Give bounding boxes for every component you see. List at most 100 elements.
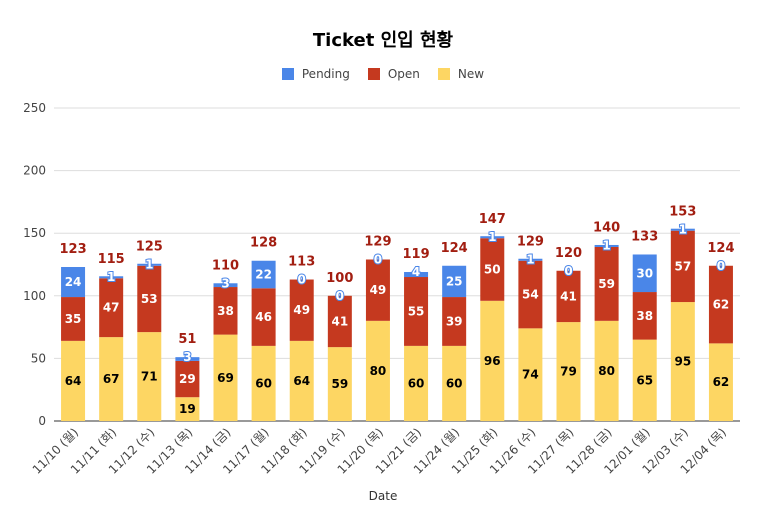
data-label-pending: 24 — [65, 275, 82, 289]
data-label-open: 53 — [141, 292, 158, 306]
legend-swatch — [437, 68, 450, 80]
total-label: 100 — [326, 271, 353, 286]
data-label-new: 74 — [522, 368, 539, 382]
bar-new — [175, 397, 200, 421]
data-label-open: 47 — [103, 301, 120, 315]
total-label: 120 — [555, 246, 582, 261]
total-label: 129 — [517, 234, 544, 249]
data-label-open: 29 — [179, 372, 196, 386]
total-label: 113 — [288, 255, 315, 270]
data-label-new: 64 — [65, 374, 82, 388]
data-label-new: 19 — [179, 402, 196, 416]
bar-open — [632, 292, 657, 340]
legend-swatch — [367, 68, 380, 80]
data-label-pending: 3 — [221, 276, 229, 290]
bar-open — [175, 360, 200, 398]
data-label-pending: 0 — [298, 273, 306, 287]
bar-open — [594, 246, 619, 321]
data-label-open: 62 — [713, 298, 730, 312]
total-label: 128 — [250, 236, 277, 251]
bar-pending — [480, 236, 505, 239]
bar-open — [404, 277, 429, 346]
data-label-new: 95 — [674, 355, 691, 369]
bar-new — [365, 320, 390, 421]
data-label-open: 59 — [598, 277, 615, 291]
data-label-pending: 1 — [602, 239, 610, 253]
data-label-new: 65 — [636, 373, 653, 387]
total-label: 153 — [669, 204, 696, 219]
bar-open — [556, 270, 581, 323]
bar-pending — [518, 258, 543, 261]
data-label-new: 80 — [598, 364, 615, 378]
data-label-open: 41 — [560, 289, 577, 303]
bar-open — [137, 265, 162, 333]
bar-pending — [404, 272, 429, 278]
legend: Pending Open New — [0, 67, 766, 81]
bar-new — [518, 328, 543, 421]
data-label-pending: 1 — [145, 258, 153, 272]
legend-label: Pending — [301, 67, 350, 81]
data-label-open: 41 — [331, 314, 348, 328]
data-label-new: 59 — [331, 377, 348, 391]
bar-new — [442, 345, 467, 421]
data-label-new: 64 — [293, 374, 310, 388]
bar-new — [137, 332, 162, 421]
total-label: 133 — [631, 229, 658, 244]
bar-new — [670, 302, 695, 421]
total-label: 147 — [479, 212, 506, 227]
data-label-open: 50 — [484, 263, 501, 277]
data-label-new: 67 — [103, 372, 120, 386]
bar-open — [480, 238, 505, 301]
data-label-new: 69 — [217, 371, 234, 385]
bar-pending — [632, 254, 657, 293]
bar-open — [251, 288, 276, 346]
total-label: 129 — [364, 234, 391, 249]
bar-new — [327, 347, 352, 421]
bar-open — [99, 278, 124, 338]
data-label-open: 57 — [674, 259, 691, 273]
bar-open — [708, 265, 733, 344]
data-label-new: 80 — [370, 364, 387, 378]
bar-new — [251, 345, 276, 421]
bar-open — [518, 260, 543, 329]
bar-pending — [670, 228, 695, 231]
bar-open — [289, 279, 314, 341]
y-tick-label: 0 — [38, 414, 46, 428]
data-label-new: 60 — [446, 376, 463, 390]
data-label-pending: 22 — [255, 268, 272, 282]
bar-new — [99, 337, 124, 421]
total-label: 140 — [593, 221, 620, 236]
total-label: 119 — [402, 247, 429, 262]
x-axis-title: Date — [368, 489, 398, 503]
bar-new — [594, 320, 619, 421]
total-label: 110 — [212, 258, 239, 273]
data-label-open: 55 — [408, 304, 425, 318]
data-label-pending: 0 — [336, 289, 344, 303]
bar-open — [442, 297, 467, 346]
legend-item-open: Open — [367, 67, 420, 81]
y-tick-label: 100 — [23, 289, 46, 303]
legend-swatch — [281, 68, 294, 80]
bar-new — [480, 300, 505, 421]
data-label-new: 96 — [484, 354, 501, 368]
data-label-pending: 1 — [679, 222, 687, 236]
data-label-pending: 0 — [717, 259, 725, 273]
bar-open — [327, 295, 352, 348]
data-label-new: 60 — [408, 376, 425, 390]
total-label: 125 — [136, 240, 163, 255]
bar-pending — [175, 357, 200, 361]
bar-open — [61, 297, 86, 341]
data-label-open: 38 — [636, 309, 653, 323]
bar-new — [708, 343, 733, 421]
total-label: 124 — [441, 241, 468, 256]
y-tick-label: 150 — [23, 226, 46, 240]
data-label-pending: 30 — [636, 266, 653, 280]
data-label-open: 49 — [293, 303, 310, 317]
bar-new — [61, 340, 86, 421]
bar-new — [289, 340, 314, 421]
data-label-pending: 0 — [374, 252, 382, 266]
legend-label: Open — [387, 67, 420, 81]
bar-pending — [99, 276, 124, 279]
bar-new — [632, 339, 657, 421]
